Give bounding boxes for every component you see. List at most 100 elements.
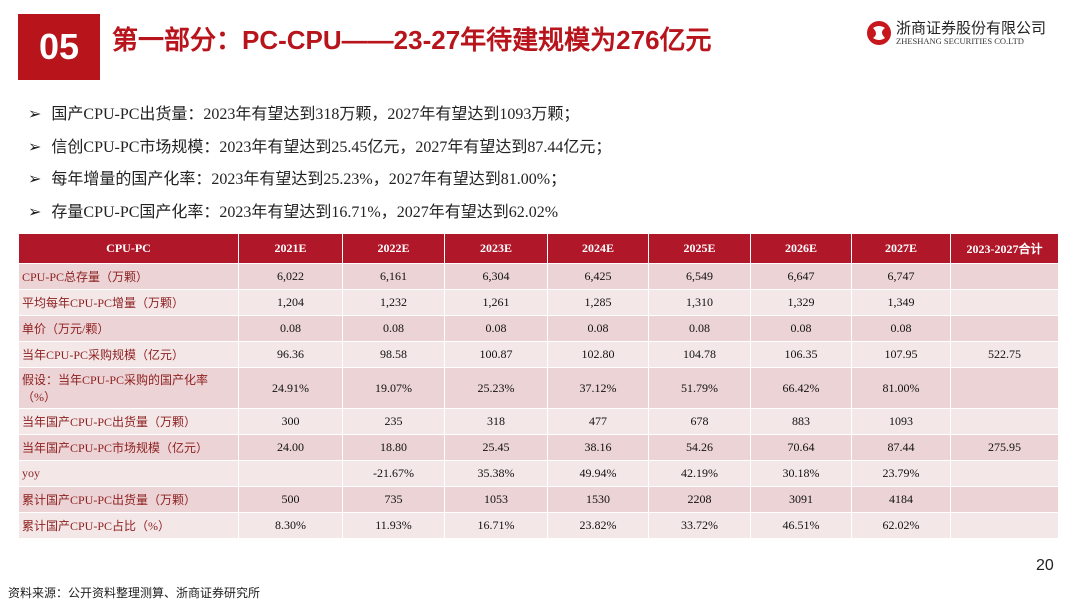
cell: 0.08 bbox=[648, 315, 751, 342]
cell: 6,304 bbox=[444, 263, 548, 290]
cell: 0.08 bbox=[851, 315, 951, 342]
bullet-list: 国产CPU-PC出货量：2023年有望达到318万颗，2027年有望达到1093… bbox=[28, 100, 611, 230]
source-note: 资料来源：公开资料整理测算、浙商证券研究所 bbox=[8, 586, 261, 600]
cell: 0.08 bbox=[342, 315, 445, 342]
cell: 51.79% bbox=[648, 367, 751, 409]
cell: 96.36 bbox=[238, 341, 343, 368]
cell bbox=[950, 512, 1059, 539]
cell: 66.42% bbox=[750, 367, 852, 409]
cell: 6,747 bbox=[851, 263, 951, 290]
cell: 23.79% bbox=[851, 460, 951, 487]
cell: 30.18% bbox=[750, 460, 852, 487]
cell: 102.80 bbox=[547, 341, 649, 368]
table-row: CPU-PC总存量（万颗） 6,022 6,161 6,304 6,425 6,549 6,… bbox=[18, 263, 1059, 290]
cell: 500 bbox=[238, 486, 343, 513]
table-row: 累计国产CPU-PC占比（%） 8.30% 11.93% 16.71% 23.82% 33… bbox=[18, 512, 1059, 539]
column-header: 2022E bbox=[342, 233, 445, 264]
cell: 8.30% bbox=[238, 512, 343, 539]
bullet: 国产CPU-PC出货量：2023年有望达到318万颗，2027年有望达到1093… bbox=[28, 100, 611, 133]
column-header: CPU-PC bbox=[18, 233, 239, 264]
cell: 19.07% bbox=[342, 367, 445, 409]
cell bbox=[950, 367, 1059, 409]
cell: -21.67% bbox=[342, 460, 445, 487]
cell: 46.51% bbox=[750, 512, 852, 539]
bullet: 信创CPU-PC市场规模：2023年有望达到25.45亿元，2027年有望达到8… bbox=[28, 133, 611, 166]
cell: 25.45 bbox=[444, 434, 548, 461]
cell: 235 bbox=[342, 408, 445, 435]
column-header: 2024E bbox=[547, 233, 649, 264]
row-label: 当年国产CPU-PC出货量（万颗） bbox=[18, 408, 239, 435]
row-label: 假设：当年CPU-PC采购的国产化率（%） bbox=[18, 367, 239, 409]
cell: 104.78 bbox=[648, 341, 751, 368]
title: 第一部分：PC-CPU——23-27年待建规模为276亿元 bbox=[112, 25, 712, 55]
cell: 6,161 bbox=[342, 263, 445, 290]
row-label: yoy bbox=[18, 460, 239, 487]
cell: 98.58 bbox=[342, 341, 445, 368]
logo-name: 浙商证券股份有限公司 bbox=[896, 19, 1047, 37]
cell: 678 bbox=[648, 408, 751, 435]
table-row: 假设：当年CPU-PC采购的国产化率（%） 24.91% 19.07% 25.23% 3… bbox=[18, 367, 1059, 409]
cell: 0.08 bbox=[750, 315, 852, 342]
cell: 1,204 bbox=[238, 289, 343, 316]
page-number: 20 bbox=[1036, 557, 1054, 574]
cell: 11.93% bbox=[342, 512, 445, 539]
cell: 318 bbox=[444, 408, 548, 435]
row-label: 平均每年CPU-PC增量（万颗） bbox=[18, 289, 239, 316]
cell: 25.23% bbox=[444, 367, 548, 409]
cell: 24.91% bbox=[238, 367, 343, 409]
cell: 49.94% bbox=[547, 460, 649, 487]
cell: 1,329 bbox=[750, 289, 852, 316]
cell: 0.08 bbox=[444, 315, 548, 342]
cell: 275.95 bbox=[950, 434, 1059, 461]
cell: 477 bbox=[547, 408, 649, 435]
cell: 1,232 bbox=[342, 289, 445, 316]
cell: 4184 bbox=[851, 486, 951, 513]
cell: 0.08 bbox=[238, 315, 343, 342]
cell: 23.82% bbox=[547, 512, 649, 539]
cell: 33.72% bbox=[648, 512, 751, 539]
cell bbox=[950, 486, 1059, 513]
cell bbox=[238, 460, 343, 487]
cell: 1530 bbox=[547, 486, 649, 513]
cell: 6,425 bbox=[547, 263, 649, 290]
column-header: 2021E bbox=[238, 233, 343, 264]
cell: 883 bbox=[750, 408, 852, 435]
data-table: CPU-PC 2021E 2022E 2023E 2024E 2025E 2026E 2027… bbox=[18, 233, 1059, 539]
cell: 1053 bbox=[444, 486, 548, 513]
cell: 1093 bbox=[851, 408, 951, 435]
cell: 1,310 bbox=[648, 289, 751, 316]
cell: 81.00% bbox=[851, 367, 951, 409]
cell bbox=[950, 408, 1059, 435]
row-label: 当年国产CPU-PC市场规模（亿元） bbox=[18, 434, 239, 461]
row-label: 累计国产CPU-PC占比（%） bbox=[18, 512, 239, 539]
column-header: 2023-2027合计 bbox=[950, 233, 1059, 264]
cell: 100.87 bbox=[444, 341, 548, 368]
bullet: 每年增量的国产化率：2023年有望达到25.23%，2027年有望达到81.00… bbox=[28, 165, 611, 198]
cell: 735 bbox=[342, 486, 445, 513]
column-header: 2023E bbox=[444, 233, 548, 264]
cell: 70.64 bbox=[750, 434, 852, 461]
row-label: 累计国产CPU-PC出货量（万颗） bbox=[18, 486, 239, 513]
cell: 2208 bbox=[648, 486, 751, 513]
cell: 38.16 bbox=[547, 434, 649, 461]
cell: 6,549 bbox=[648, 263, 751, 290]
row-label: 单价（万元/颗） bbox=[18, 315, 239, 342]
row-label: CPU-PC总存量（万颗） bbox=[18, 263, 239, 290]
table-row: 平均每年CPU-PC增量（万颗） 1,204 1,232 1,261 1,285 1,31… bbox=[18, 289, 1059, 316]
column-header: 2025E bbox=[648, 233, 751, 264]
cell: 6,647 bbox=[750, 263, 852, 290]
cell bbox=[950, 263, 1059, 290]
cell bbox=[950, 315, 1059, 342]
cell: 87.44 bbox=[851, 434, 951, 461]
cell bbox=[950, 289, 1059, 316]
cell: 42.19% bbox=[648, 460, 751, 487]
cell: 106.35 bbox=[750, 341, 852, 368]
cell: 0.08 bbox=[547, 315, 649, 342]
cell: 18.80 bbox=[342, 434, 445, 461]
logo: 浙商证券股份有限公司 ZHESHANG SECURITIES CO.LTD bbox=[866, 17, 1066, 49]
logo-english: ZHESHANG SECURITIES CO.LTD bbox=[896, 36, 1024, 46]
table-row: 单价（万元/颗） 0.08 0.08 0.08 0.08 0.08 0.08 0.08 bbox=[18, 315, 1059, 342]
cell: 1,261 bbox=[444, 289, 548, 316]
cell: 6,022 bbox=[238, 263, 343, 290]
